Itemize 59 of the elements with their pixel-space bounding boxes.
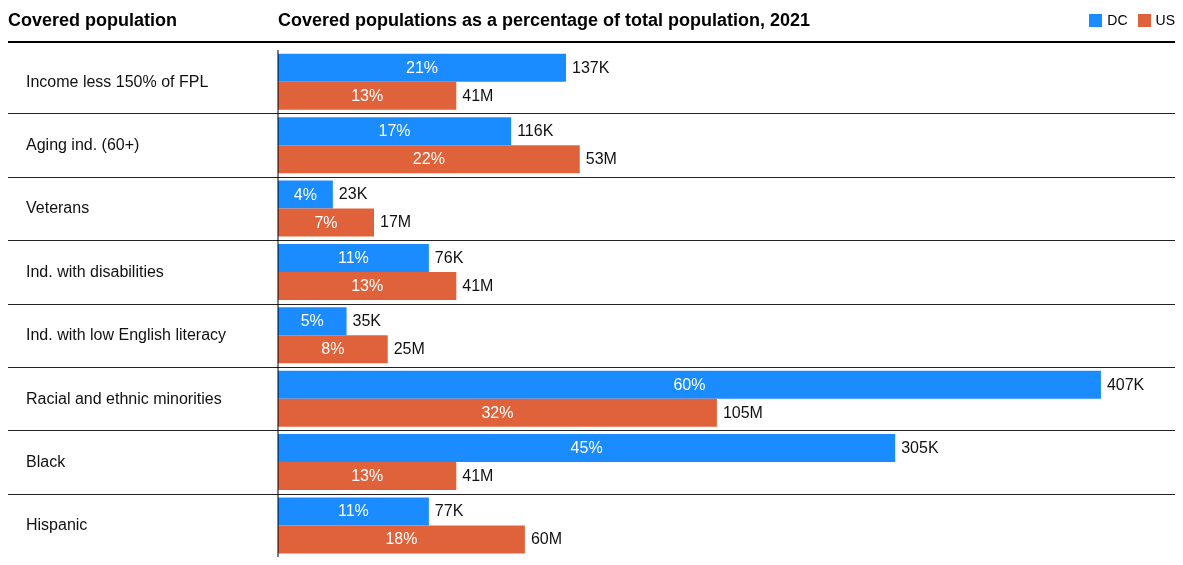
- data-label: 8%: [321, 340, 345, 358]
- annotation: 41M: [462, 466, 494, 484]
- annotation: 407K: [1106, 375, 1145, 393]
- data-label: 4%: [293, 185, 317, 203]
- annotation: 35K: [352, 312, 382, 330]
- annotation: 60M: [530, 530, 563, 548]
- bar: [278, 145, 580, 174]
- data-label: 11%: [338, 248, 369, 266]
- y-tick-label: Ind. with disabilities: [26, 262, 164, 280]
- data-label: 13%: [351, 467, 384, 485]
- data-label: 11%: [338, 502, 369, 520]
- bar: [278, 53, 567, 82]
- bar: [278, 462, 457, 491]
- data-label: 5%: [300, 312, 324, 330]
- data-label: 21%: [406, 58, 439, 76]
- annotation: 77K: [434, 502, 464, 520]
- annotation: 53M: [585, 150, 617, 168]
- annotation: 76K: [434, 248, 464, 266]
- y-tick-label: Hispanic: [26, 516, 88, 534]
- annotation: 305K: [901, 438, 939, 456]
- bar: [278, 208, 375, 237]
- y-tick-label: Ind. with low English literacy: [26, 326, 227, 344]
- annotation: 25M: [393, 340, 425, 358]
- annotation: 41M: [462, 86, 494, 104]
- annotation: 116K: [517, 122, 554, 140]
- data-label: 13%: [351, 276, 384, 294]
- chart-title: Covered populations as a percentage of total population, 2021: [278, 10, 811, 31]
- annotation: 17M: [380, 213, 412, 231]
- annotation: 23K: [338, 185, 368, 203]
- bar: [278, 81, 457, 110]
- y-tick-label: Racial and ethnic minorities: [26, 389, 222, 407]
- bar: [278, 398, 717, 427]
- bar: [278, 243, 429, 272]
- annotation: 41M: [462, 276, 494, 294]
- data-label: 45%: [570, 439, 603, 457]
- data-label: 18%: [385, 530, 418, 548]
- data-label: 22%: [412, 150, 445, 168]
- bar: [278, 335, 388, 364]
- bar: [278, 307, 347, 336]
- y-axis-title: Covered population: [8, 10, 178, 31]
- y-tick-label: Aging ind. (60+): [26, 136, 140, 154]
- bar: [278, 271, 457, 300]
- bar: [278, 525, 525, 554]
- bar: [278, 117, 512, 146]
- bar: [278, 497, 429, 526]
- legend-label: US: [1154, 12, 1175, 28]
- y-tick-label: Black: [26, 452, 67, 470]
- data-label: 60%: [673, 375, 706, 393]
- annotation: 105M: [722, 403, 763, 421]
- bar: [278, 370, 1101, 399]
- data-label: 32%: [481, 403, 514, 421]
- data-label: 7%: [314, 213, 338, 231]
- annotation: 137K: [572, 58, 610, 76]
- data-label: 17%: [378, 122, 411, 140]
- legend-label: DC: [1106, 12, 1128, 28]
- data-label: 13%: [351, 86, 384, 104]
- bar: [278, 434, 896, 463]
- y-tick-label: Veterans: [26, 199, 90, 217]
- y-tick-label: Income less 150% of FPL: [26, 72, 209, 90]
